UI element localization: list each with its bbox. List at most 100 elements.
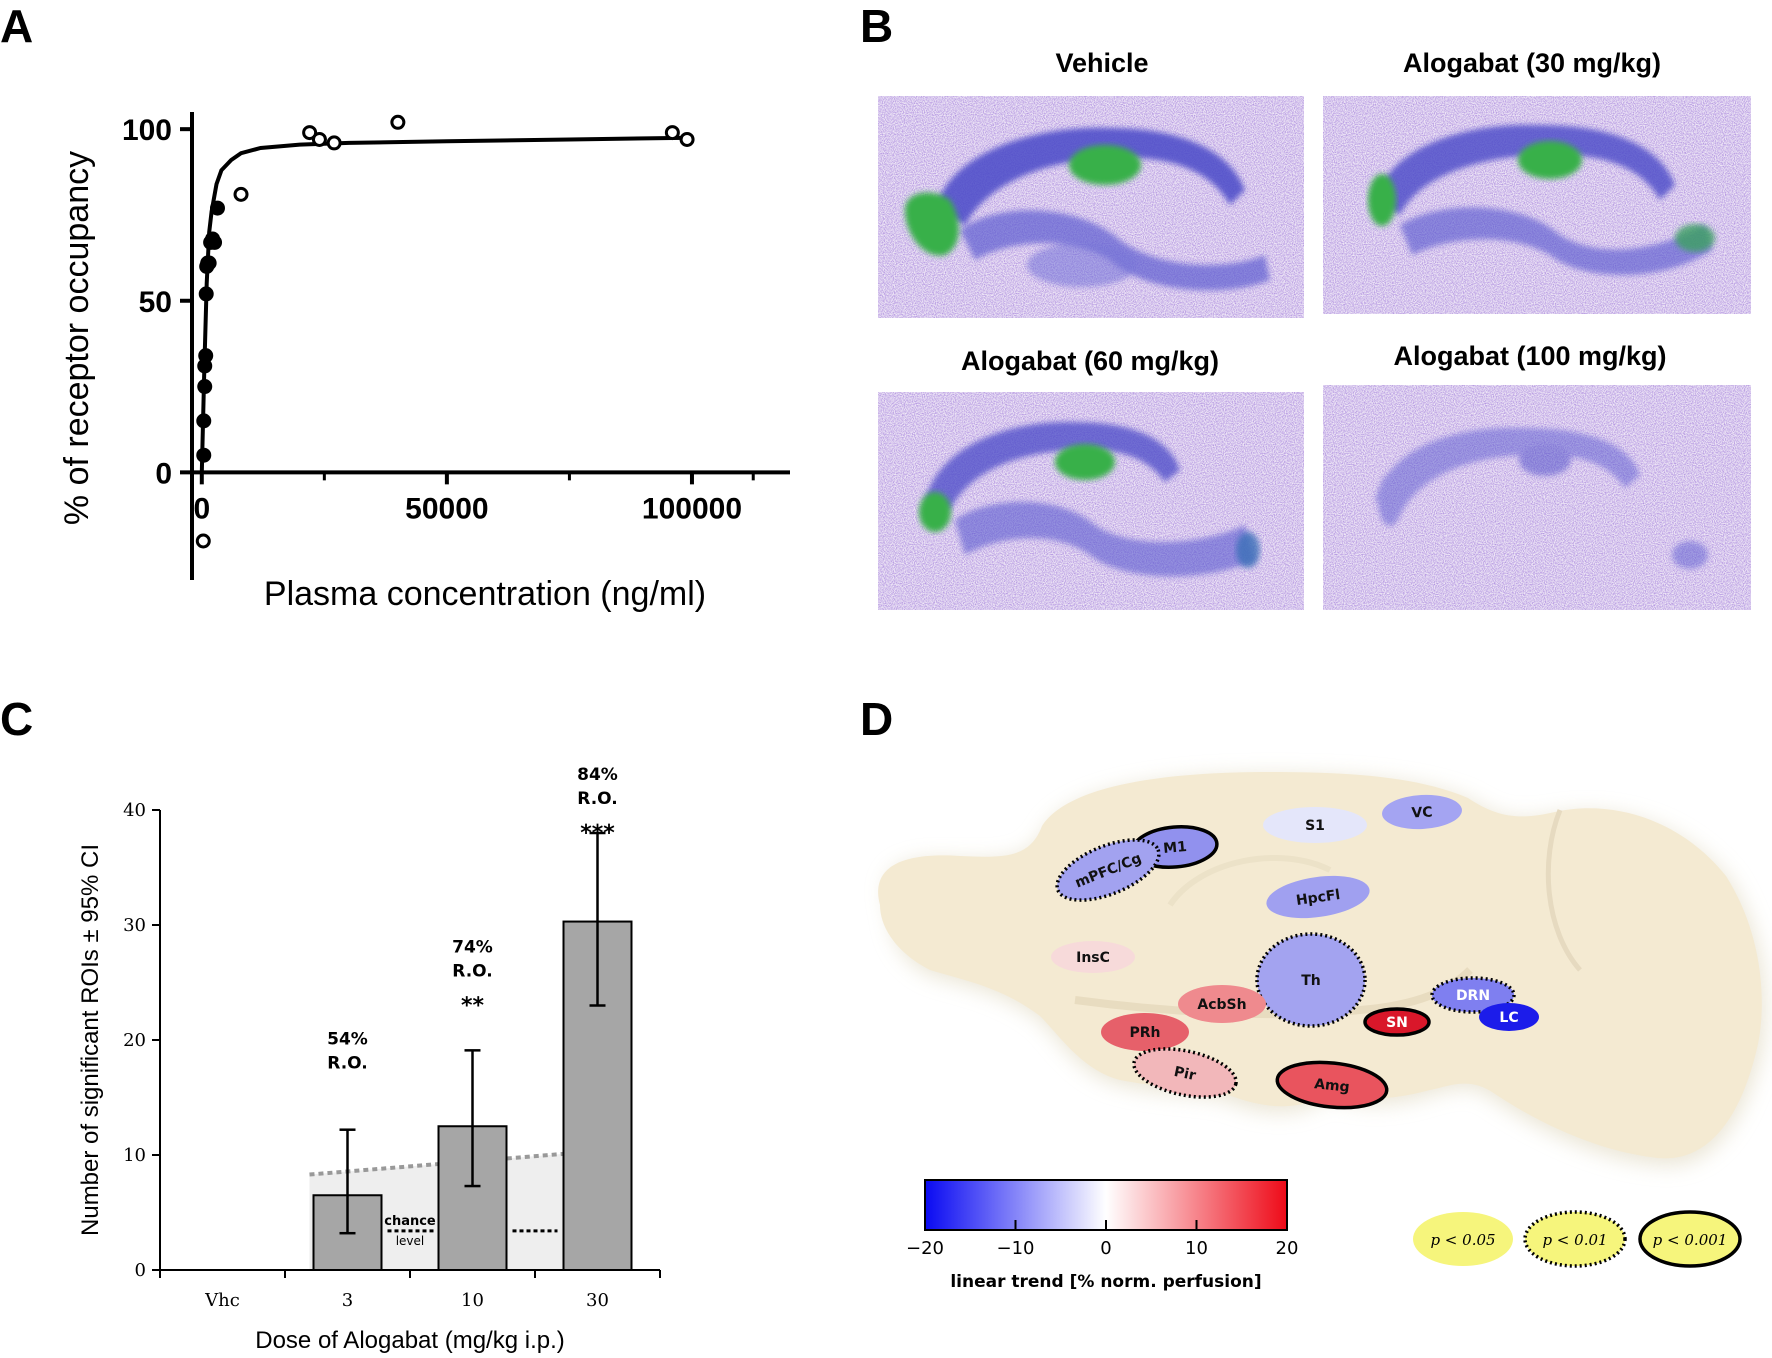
significance-legend-label: p < 0.001	[1653, 1231, 1728, 1249]
region-prh: PRh	[1101, 1013, 1189, 1051]
significance-legend-label: p < 0.01	[1542, 1231, 1607, 1249]
a-data-point-open	[233, 186, 249, 202]
c-y-tick-label: 20	[123, 1030, 146, 1051]
a-data-point-open	[664, 125, 680, 141]
region-label: LC	[1499, 1010, 1518, 1026]
a-y-tick-label: 50	[139, 286, 172, 319]
region-ellipse	[1178, 985, 1266, 1023]
a-y-axis-title: % of receptor occupancy	[58, 151, 96, 525]
significance-legend-label: p < 0.05	[1430, 1231, 1495, 1249]
a-data-point-open	[311, 131, 327, 147]
region-label: M1	[1163, 839, 1188, 857]
c-y-tick-label: 10	[123, 1145, 146, 1166]
c-chance-label-top: chance	[384, 1214, 436, 1229]
region-ellipse	[1266, 875, 1370, 919]
c-significance-stars: ***	[580, 821, 615, 846]
region-label: PRh	[1129, 1025, 1160, 1041]
a-data-point-filled	[207, 234, 223, 250]
brain-image-vehicle	[878, 96, 1304, 318]
region-amg: Amg	[1275, 1060, 1389, 1110]
brain-image-60	[878, 392, 1304, 610]
region-label: InsC	[1076, 950, 1110, 966]
colorbar-tick-label: 0	[1100, 1238, 1111, 1259]
c-y-axis-title: Number of significant ROIs ± 95% CI	[77, 844, 104, 1236]
panel-letter-a: A	[0, 0, 33, 52]
region-label: Th	[1301, 973, 1321, 989]
region-label: S1	[1305, 818, 1325, 834]
colorbar-title: linear trend [% norm. perfusion]	[950, 1272, 1261, 1292]
c-y-tick-label: 40	[123, 800, 146, 821]
region-ellipse	[1363, 1007, 1431, 1037]
region-label: Amg	[1313, 1076, 1350, 1096]
a-data-point-open	[390, 114, 406, 130]
region-ellipse	[1479, 1003, 1539, 1031]
region-ellipse	[1101, 1013, 1189, 1051]
a-x-tick-label: 0	[193, 492, 210, 525]
region-vc: VC	[1382, 794, 1462, 830]
c-chance-label-bottom: level	[396, 1234, 425, 1248]
region-label: SN	[1386, 1015, 1408, 1031]
region-ellipse	[1132, 1047, 1238, 1099]
colorbar-tick-label: −10	[997, 1238, 1035, 1259]
c-y-tick-label: 0	[135, 1260, 146, 1281]
a-data-point-filled	[198, 286, 214, 302]
region-insc: InsC	[1051, 941, 1135, 973]
region-sn: SN	[1363, 1007, 1431, 1037]
region-mpfc-cg: mPFC/Cg	[1055, 838, 1161, 902]
c-chance-upper-line	[309, 1151, 564, 1177]
c-occupancy-value: 54%	[327, 1030, 368, 1050]
c-x-tick-label: 10	[461, 1290, 484, 1311]
region-th: Th	[1255, 932, 1367, 1028]
c-occupancy-label: R.O.	[327, 1054, 367, 1074]
a-y-tick-label: 0	[155, 457, 172, 490]
c-significance-stars: **	[461, 994, 485, 1019]
a-data-point-open	[302, 125, 318, 141]
brain-image-30	[1323, 96, 1751, 314]
panel-letter-d: D	[860, 693, 893, 745]
colorbar-tick-label: −20	[906, 1238, 944, 1259]
a-fit-curve	[199, 135, 693, 473]
region-lc: LC	[1479, 1003, 1539, 1031]
c-occupancy-value: 84%	[577, 765, 618, 785]
brain-image-100	[1323, 385, 1751, 610]
a-data-point-filled	[196, 447, 212, 463]
colorbar-tick-label: 20	[1276, 1238, 1299, 1259]
a-data-point-open	[679, 131, 695, 147]
colorbar-tick-label: 10	[1185, 1238, 1208, 1259]
image-title-vehicle: Vehicle	[1055, 48, 1148, 78]
a-data-point-filled	[201, 255, 217, 271]
c-x-tick-label: 30	[586, 1290, 609, 1311]
significance-legend-ellipse	[1413, 1212, 1513, 1266]
region-s1: S1	[1263, 807, 1367, 843]
c-x-axis-title: Dose of Alogabat (mg/kg i.p.)	[255, 1327, 565, 1354]
region-ellipse	[1051, 941, 1135, 973]
significance-legend-ellipse	[1638, 1210, 1742, 1268]
image-title-30: Alogabat (30 mg/kg)	[1403, 48, 1661, 78]
chart-a-receptor-occupancy: 0 50 100 0 50000 100000 Plasma concentration …	[58, 112, 790, 613]
region-ellipse	[1275, 1060, 1389, 1110]
a-x-tick-label: 100000	[642, 492, 742, 525]
panel-letter-b: B	[860, 0, 893, 52]
a-data-point-filled	[198, 348, 214, 364]
region-ellipse	[1430, 976, 1516, 1014]
c-y-tick-label: 30	[123, 915, 146, 936]
brain-image-grid: Vehicle Alogabat (30 mg/kg) Alogabat (60…	[878, 48, 1751, 610]
image-title-60: Alogabat (60 mg/kg)	[961, 346, 1219, 376]
region-label: Pir	[1172, 1064, 1197, 1084]
c-x-tick-label: 3	[342, 1290, 353, 1311]
region-acbsh: AcbSh	[1178, 985, 1266, 1023]
c-occupancy-value: 74%	[452, 938, 493, 958]
a-data-point-filled	[197, 379, 213, 395]
region-label: VC	[1411, 804, 1433, 821]
a-x-tick-label: 50000	[405, 492, 488, 525]
chart-c-significant-rois: chance level 0 10 20 30 40 Vhc 3 10 30 54% R.O. ** 7…	[77, 765, 661, 1354]
region-label: HpcFl	[1295, 887, 1341, 909]
c-occupancy-label: R.O.	[577, 789, 617, 809]
a-data-point-open	[195, 533, 211, 549]
region-ellipse	[1055, 838, 1161, 902]
a-data-point-filled	[209, 200, 225, 216]
significance-legend-ellipse	[1523, 1210, 1627, 1268]
region-pir: Pir	[1132, 1047, 1238, 1099]
a-x-axis-title: Plasma concentration (ng/ml)	[264, 575, 706, 613]
